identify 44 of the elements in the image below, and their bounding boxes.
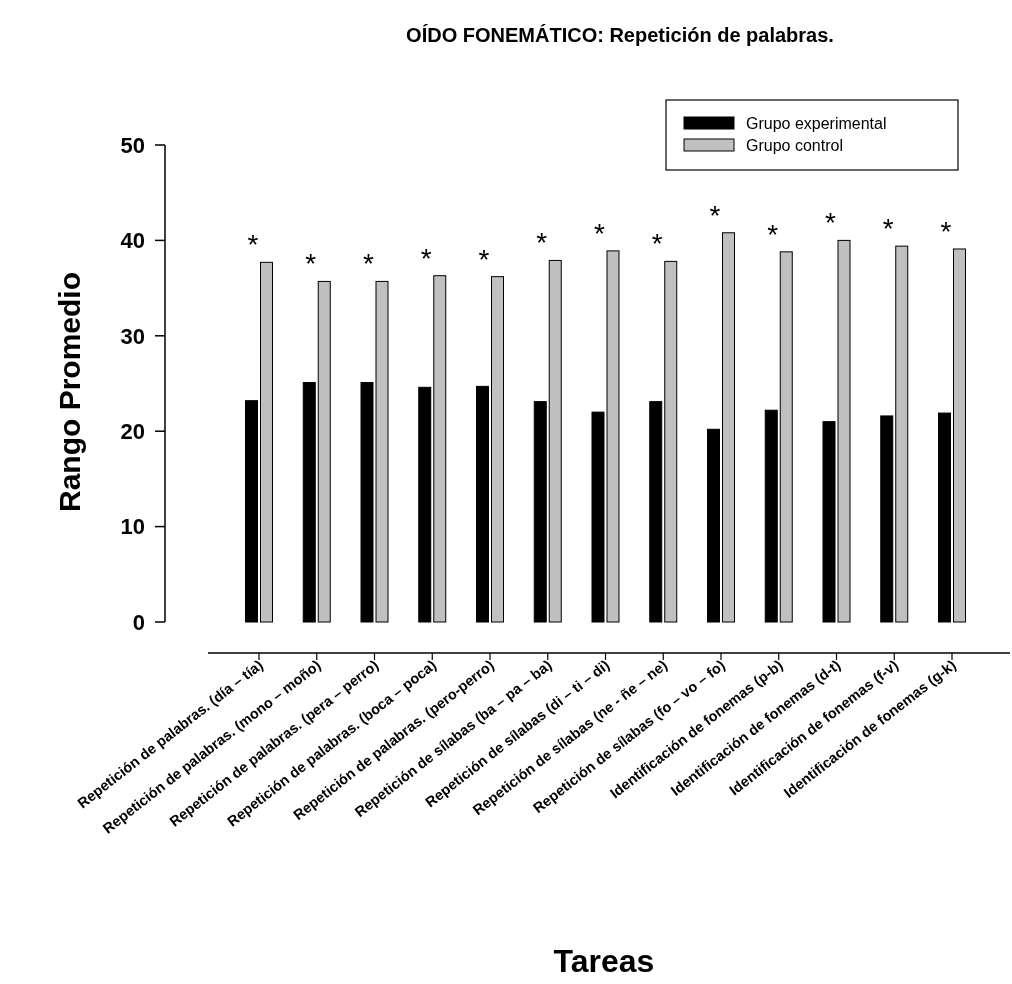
annotation: * [363, 248, 375, 280]
annotation: * [882, 213, 894, 245]
y-tick-label: 40 [120, 228, 145, 254]
bar [779, 251, 793, 623]
bar [245, 400, 258, 623]
bar [953, 248, 966, 623]
y-tick-label: 30 [120, 323, 145, 349]
bar [418, 386, 432, 623]
y-tick-label: 10 [120, 514, 145, 540]
y-tick-label: 50 [120, 132, 145, 158]
bar [260, 261, 273, 623]
annotation: * [709, 199, 721, 231]
bar [433, 275, 447, 623]
legend-label: Grupo control [746, 136, 843, 154]
bar [649, 401, 663, 623]
bar [722, 232, 735, 623]
bar [491, 276, 504, 623]
annotation: * [767, 218, 779, 250]
bar [476, 385, 489, 623]
x-axis-title: Tareas [553, 943, 655, 979]
bar [880, 415, 894, 623]
annotation: * [247, 229, 259, 261]
bar [302, 382, 316, 623]
chart-title: OÍDO FONEMÁTICO: Repetición de palabras. [406, 24, 834, 46]
bar [317, 280, 331, 623]
annotation: * [651, 228, 663, 260]
bar [664, 260, 678, 623]
bar [707, 428, 720, 623]
bar [938, 412, 951, 623]
annotation: * [594, 217, 606, 249]
annotation: * [305, 248, 317, 280]
bar [533, 401, 547, 623]
annotation: * [940, 215, 952, 247]
annotation: * [825, 207, 837, 239]
bar [548, 259, 562, 623]
y-axis-title: Rango Promedio [53, 271, 86, 513]
annotation: * [536, 227, 548, 259]
annotation: * [478, 243, 490, 275]
y-tick-label: 0 [132, 609, 145, 635]
legend-label: Grupo experimental [746, 114, 887, 132]
bar [895, 245, 909, 623]
annotation: * [420, 242, 432, 274]
y-tick-label: 20 [120, 418, 145, 444]
bar [764, 409, 778, 623]
